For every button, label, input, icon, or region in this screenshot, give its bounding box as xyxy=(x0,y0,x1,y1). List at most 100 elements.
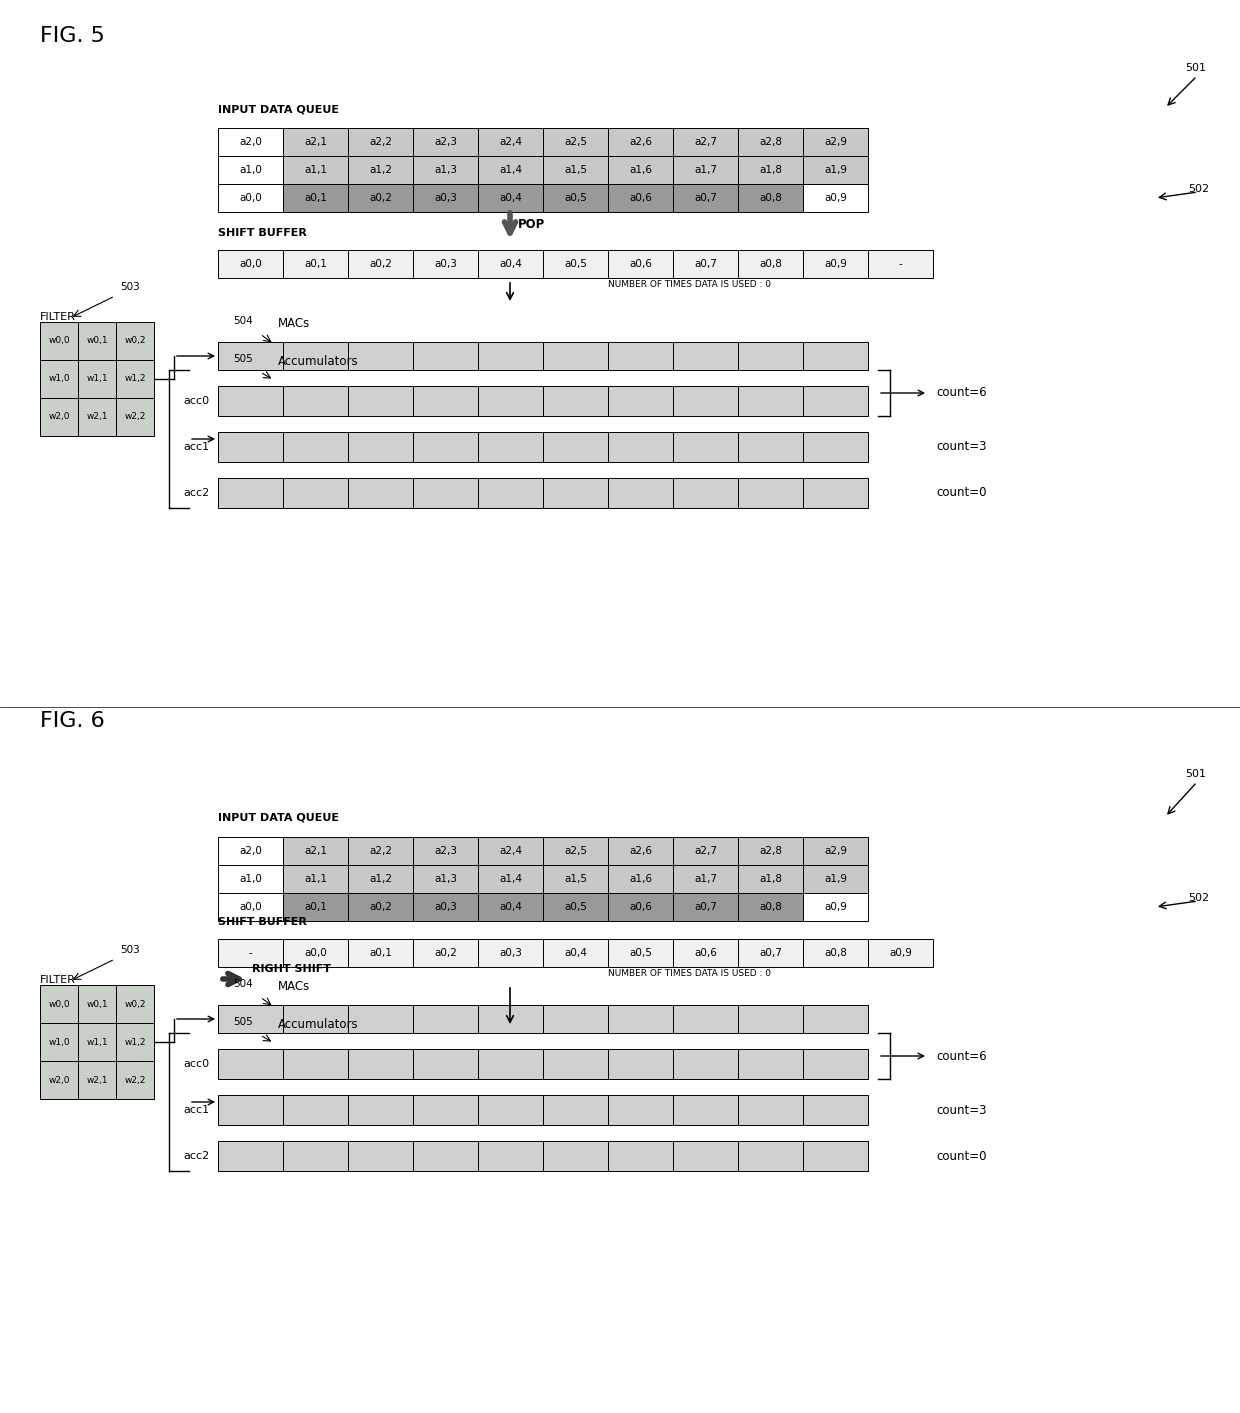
Bar xyxy=(868,250,932,278)
Bar xyxy=(348,1095,413,1125)
Bar xyxy=(543,836,608,865)
Bar xyxy=(413,1005,477,1033)
Bar xyxy=(117,1023,154,1061)
Bar xyxy=(218,940,283,966)
Text: a1,6: a1,6 xyxy=(629,165,652,175)
Bar xyxy=(804,1005,868,1033)
Text: w2,2: w2,2 xyxy=(124,413,145,421)
Bar xyxy=(673,478,738,509)
Text: a2,8: a2,8 xyxy=(759,137,782,147)
Bar xyxy=(283,342,348,370)
Bar xyxy=(804,836,868,865)
Bar xyxy=(543,865,608,893)
Text: a0,5: a0,5 xyxy=(564,259,587,268)
Text: a2,3: a2,3 xyxy=(434,137,458,147)
Bar xyxy=(673,865,738,893)
Text: count=0: count=0 xyxy=(936,486,987,500)
Bar xyxy=(218,893,283,921)
Bar xyxy=(608,893,673,921)
Text: Accumulators: Accumulators xyxy=(278,355,358,367)
Text: a2,9: a2,9 xyxy=(825,137,847,147)
Bar xyxy=(218,155,283,184)
Bar xyxy=(673,342,738,370)
Text: a1,7: a1,7 xyxy=(694,875,717,885)
Text: 501: 501 xyxy=(1185,769,1207,779)
Bar xyxy=(78,322,117,360)
Text: a0,1: a0,1 xyxy=(304,259,327,268)
Bar xyxy=(804,865,868,893)
Text: a0,9: a0,9 xyxy=(889,948,911,958)
Text: a1,0: a1,0 xyxy=(239,875,262,885)
Bar xyxy=(413,386,477,415)
Text: MACs: MACs xyxy=(278,981,310,993)
Bar xyxy=(477,478,543,509)
Text: a1,5: a1,5 xyxy=(564,165,587,175)
Text: a0,6: a0,6 xyxy=(694,948,717,958)
Text: a1,2: a1,2 xyxy=(370,875,392,885)
Text: RIGHT SHIFT: RIGHT SHIFT xyxy=(252,964,331,974)
Bar xyxy=(608,865,673,893)
Bar xyxy=(348,1142,413,1171)
Bar xyxy=(608,155,673,184)
Bar xyxy=(738,478,804,509)
Bar xyxy=(608,940,673,966)
Text: 502: 502 xyxy=(1188,184,1209,194)
Bar xyxy=(283,836,348,865)
Bar xyxy=(40,322,78,360)
Bar xyxy=(477,432,543,462)
Text: a0,9: a0,9 xyxy=(825,259,847,268)
Text: a2,0: a2,0 xyxy=(239,846,262,856)
Text: POP: POP xyxy=(518,218,546,230)
Bar xyxy=(477,1005,543,1033)
Bar xyxy=(673,386,738,415)
Text: count=3: count=3 xyxy=(936,441,987,454)
Bar xyxy=(348,129,413,155)
Bar xyxy=(477,836,543,865)
Text: a0,8: a0,8 xyxy=(759,901,782,911)
Text: a0,7: a0,7 xyxy=(759,948,782,958)
Text: w2,1: w2,1 xyxy=(87,1075,108,1085)
Bar xyxy=(738,893,804,921)
Bar xyxy=(543,893,608,921)
Bar xyxy=(673,940,738,966)
Text: a0,1: a0,1 xyxy=(370,948,392,958)
Bar xyxy=(40,1061,78,1099)
Bar xyxy=(477,1142,543,1171)
Bar xyxy=(413,836,477,865)
Text: 501: 501 xyxy=(1185,64,1207,73)
Bar xyxy=(738,940,804,966)
Bar xyxy=(348,893,413,921)
Bar xyxy=(738,386,804,415)
Text: a1,4: a1,4 xyxy=(498,875,522,885)
Bar xyxy=(608,1005,673,1033)
Text: a0,3: a0,3 xyxy=(434,901,456,911)
Bar xyxy=(608,129,673,155)
Bar xyxy=(413,478,477,509)
Bar xyxy=(804,184,868,212)
Text: FIG. 5: FIG. 5 xyxy=(40,25,105,47)
Text: w1,0: w1,0 xyxy=(48,374,69,383)
Text: a0,8: a0,8 xyxy=(825,948,847,958)
Bar xyxy=(543,184,608,212)
Bar xyxy=(738,342,804,370)
Bar xyxy=(218,1048,283,1080)
Text: a2,4: a2,4 xyxy=(498,846,522,856)
Bar xyxy=(543,940,608,966)
Bar xyxy=(673,155,738,184)
Bar xyxy=(608,386,673,415)
Text: acc1: acc1 xyxy=(184,1105,210,1115)
Text: w0,0: w0,0 xyxy=(48,336,69,346)
Text: a0,5: a0,5 xyxy=(564,194,587,203)
Bar xyxy=(413,1048,477,1080)
Text: a1,0: a1,0 xyxy=(239,165,262,175)
Bar xyxy=(673,432,738,462)
Bar xyxy=(348,1048,413,1080)
Text: 505: 505 xyxy=(233,355,253,365)
Bar xyxy=(40,398,78,437)
Text: count=3: count=3 xyxy=(936,1104,987,1116)
Bar xyxy=(543,1095,608,1125)
Bar xyxy=(413,250,477,278)
Bar xyxy=(543,250,608,278)
Bar xyxy=(804,478,868,509)
Bar xyxy=(413,342,477,370)
